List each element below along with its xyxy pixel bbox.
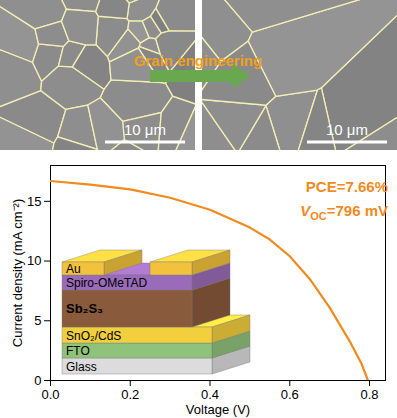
svg-text:PCE=7.66%: PCE=7.66% <box>306 178 388 195</box>
svg-text:Voltage (V): Voltage (V) <box>186 402 250 417</box>
svg-text:Grain engineering: Grain engineering <box>134 52 262 69</box>
svg-text:0.2: 0.2 <box>121 387 139 402</box>
svg-text:0.6: 0.6 <box>281 387 299 402</box>
svg-text:0.4: 0.4 <box>201 387 219 402</box>
svg-text:0: 0 <box>34 373 41 388</box>
svg-text:10 μm: 10 μm <box>124 121 166 138</box>
svg-text:Sb₂S₃: Sb₂S₃ <box>66 301 103 316</box>
svg-text:10 μm: 10 μm <box>326 121 368 138</box>
svg-text:Current density (mA cm⁻²): Current density (mA cm⁻²) <box>10 199 25 347</box>
svg-text:5: 5 <box>34 313 41 328</box>
svg-text:15: 15 <box>27 193 41 208</box>
svg-text:VOC=796 mV: VOC=796 mV <box>300 202 388 222</box>
svg-text:Spiro-OMeTAD: Spiro-OMeTAD <box>66 276 147 290</box>
svg-text:SnO₂/CdS: SnO₂/CdS <box>66 329 121 343</box>
svg-text:FTO: FTO <box>66 344 90 358</box>
svg-text:Glass: Glass <box>66 360 97 374</box>
svg-text:Au: Au <box>66 262 81 276</box>
svg-text:10: 10 <box>27 253 41 268</box>
svg-text:0.0: 0.0 <box>41 387 59 402</box>
svg-text:0.8: 0.8 <box>361 387 379 402</box>
